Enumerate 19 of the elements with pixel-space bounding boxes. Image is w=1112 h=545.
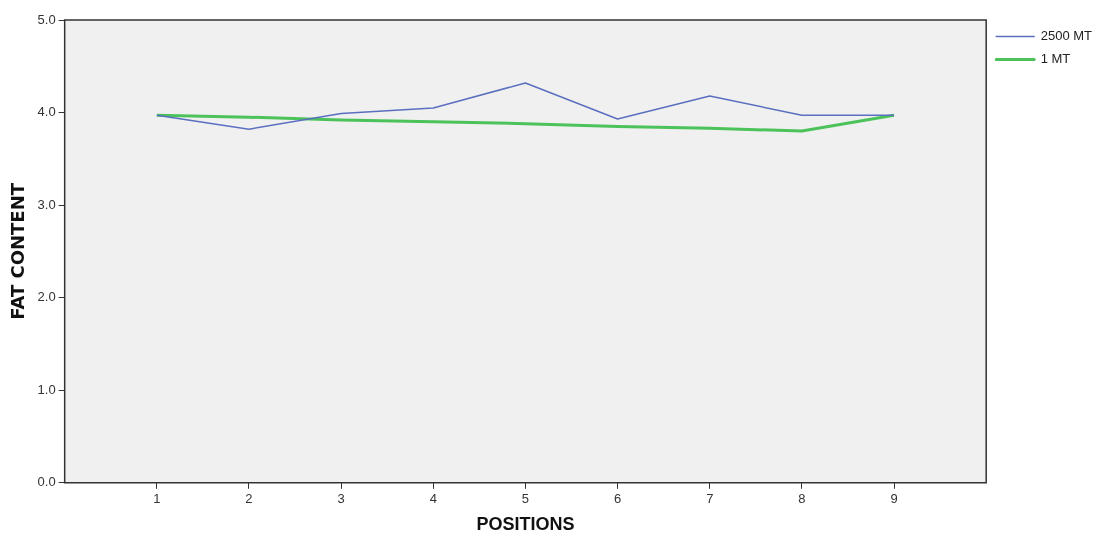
- y-tick-label: 5.0: [37, 11, 56, 27]
- x-tick-label: 9: [890, 491, 898, 507]
- x-tick-label: 8: [798, 491, 806, 507]
- x-tick-label: 4: [429, 491, 437, 507]
- x-tick-label: 1: [153, 491, 161, 507]
- x-tick-label: 6: [613, 491, 622, 507]
- legend-label: 1 MT: [1040, 51, 1071, 67]
- y-axis-title: FAT CONTENT: [7, 182, 29, 320]
- x-tick-label: 2: [245, 491, 253, 507]
- y-tick-label: 3.0: [37, 196, 56, 212]
- x-tick-label: 7: [706, 491, 714, 507]
- y-tick-label: 0.0: [37, 474, 56, 490]
- y-tick-label: 2.0: [37, 289, 56, 305]
- legend-label: 2500 MT: [1040, 28, 1093, 44]
- x-tick-label: 3: [337, 491, 345, 507]
- x-tick-label: 5: [521, 491, 530, 507]
- y-tick-label: 4.0: [37, 104, 56, 120]
- x-axis-title: POSITIONS: [476, 514, 575, 535]
- y-tick-label: 1.0: [37, 381, 56, 397]
